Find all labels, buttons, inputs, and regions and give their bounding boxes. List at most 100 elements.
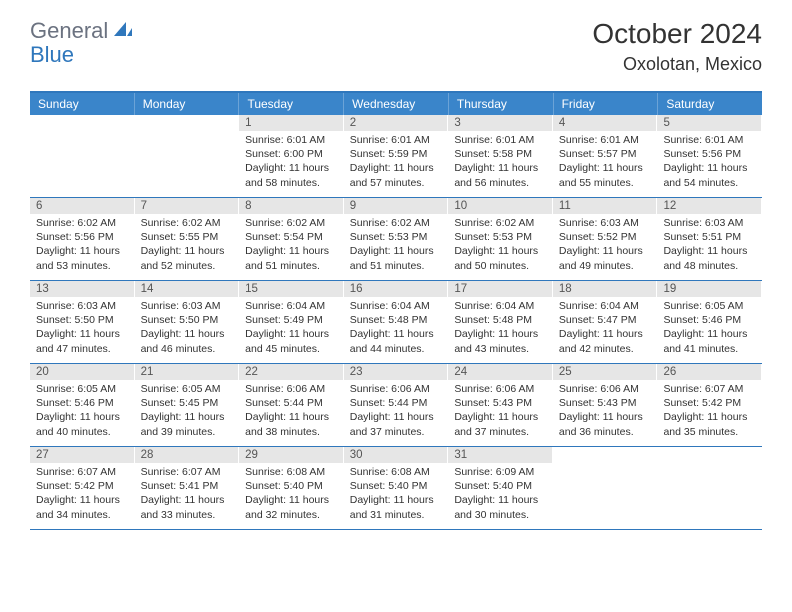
day-body: Sunrise: 6:08 AMSunset: 5:40 PMDaylight:… <box>239 463 343 524</box>
daylight-text: Daylight: 11 hours and 32 minutes. <box>245 493 337 521</box>
weekday-sat: Saturday <box>658 93 762 115</box>
day-number: 11 <box>553 198 657 214</box>
day-cell: 29Sunrise: 6:08 AMSunset: 5:40 PMDayligh… <box>239 447 344 529</box>
location-label: Oxolotan, Mexico <box>592 54 762 75</box>
weekday-wed: Wednesday <box>344 93 449 115</box>
daylight-text: Daylight: 11 hours and 52 minutes. <box>141 244 233 272</box>
day-body: Sunrise: 6:01 AMSunset: 6:00 PMDaylight:… <box>239 131 343 192</box>
daylight-text: Daylight: 11 hours and 37 minutes. <box>350 410 442 438</box>
day-number: 18 <box>553 281 657 297</box>
day-cell: 20Sunrise: 6:05 AMSunset: 5:46 PMDayligh… <box>30 364 135 446</box>
daylight-text: Daylight: 11 hours and 47 minutes. <box>36 327 128 355</box>
sunset-text: Sunset: 5:41 PM <box>141 479 233 493</box>
day-cell: 6Sunrise: 6:02 AMSunset: 5:56 PMDaylight… <box>30 198 135 280</box>
day-number: 1 <box>239 115 343 131</box>
sunset-text: Sunset: 5:44 PM <box>350 396 442 410</box>
day-number: 13 <box>30 281 134 297</box>
day-cell: 9Sunrise: 6:02 AMSunset: 5:53 PMDaylight… <box>344 198 449 280</box>
daylight-text: Daylight: 11 hours and 53 minutes. <box>36 244 128 272</box>
sunset-text: Sunset: 5:40 PM <box>245 479 337 493</box>
day-cell: 27Sunrise: 6:07 AMSunset: 5:42 PMDayligh… <box>30 447 135 529</box>
day-number: 28 <box>135 447 239 463</box>
week-row: 1Sunrise: 6:01 AMSunset: 6:00 PMDaylight… <box>30 115 762 198</box>
week-row: 13Sunrise: 6:03 AMSunset: 5:50 PMDayligh… <box>30 281 762 364</box>
day-number: 15 <box>239 281 343 297</box>
sunrise-text: Sunrise: 6:03 AM <box>559 216 651 230</box>
day-number: 24 <box>448 364 552 380</box>
day-body: Sunrise: 6:06 AMSunset: 5:44 PMDaylight:… <box>239 380 343 441</box>
day-body: Sunrise: 6:06 AMSunset: 5:44 PMDaylight:… <box>344 380 448 441</box>
day-cell: 19Sunrise: 6:05 AMSunset: 5:46 PMDayligh… <box>657 281 762 363</box>
sunrise-text: Sunrise: 6:04 AM <box>350 299 442 313</box>
sunset-text: Sunset: 5:40 PM <box>350 479 442 493</box>
sunset-text: Sunset: 5:45 PM <box>141 396 233 410</box>
day-number: 17 <box>448 281 552 297</box>
sunrise-text: Sunrise: 6:05 AM <box>36 382 128 396</box>
sunset-text: Sunset: 5:40 PM <box>454 479 546 493</box>
daylight-text: Daylight: 11 hours and 30 minutes. <box>454 493 546 521</box>
day-number: 4 <box>553 115 657 131</box>
day-cell: 22Sunrise: 6:06 AMSunset: 5:44 PMDayligh… <box>239 364 344 446</box>
sunrise-text: Sunrise: 6:09 AM <box>454 465 546 479</box>
sunset-text: Sunset: 5:53 PM <box>454 230 546 244</box>
sunrise-text: Sunrise: 6:05 AM <box>141 382 233 396</box>
day-cell: 23Sunrise: 6:06 AMSunset: 5:44 PMDayligh… <box>344 364 449 446</box>
week-row: 27Sunrise: 6:07 AMSunset: 5:42 PMDayligh… <box>30 447 762 530</box>
day-number: 10 <box>448 198 552 214</box>
sunrise-text: Sunrise: 6:04 AM <box>245 299 337 313</box>
day-cell: 31Sunrise: 6:09 AMSunset: 5:40 PMDayligh… <box>448 447 553 529</box>
sunrise-text: Sunrise: 6:02 AM <box>454 216 546 230</box>
daylight-text: Daylight: 11 hours and 49 minutes. <box>559 244 651 272</box>
day-body: Sunrise: 6:02 AMSunset: 5:54 PMDaylight:… <box>239 214 343 275</box>
day-number: 7 <box>135 198 239 214</box>
sunset-text: Sunset: 5:57 PM <box>559 147 651 161</box>
sunset-text: Sunset: 5:48 PM <box>350 313 442 327</box>
day-cell: 4Sunrise: 6:01 AMSunset: 5:57 PMDaylight… <box>553 115 658 197</box>
weeks-container: 1Sunrise: 6:01 AMSunset: 6:00 PMDaylight… <box>30 115 762 530</box>
daylight-text: Daylight: 11 hours and 39 minutes. <box>141 410 233 438</box>
sunset-text: Sunset: 5:58 PM <box>454 147 546 161</box>
daylight-text: Daylight: 11 hours and 31 minutes. <box>350 493 442 521</box>
sunrise-text: Sunrise: 6:07 AM <box>141 465 233 479</box>
day-cell <box>30 115 135 197</box>
day-body: Sunrise: 6:06 AMSunset: 5:43 PMDaylight:… <box>448 380 552 441</box>
day-body: Sunrise: 6:04 AMSunset: 5:48 PMDaylight:… <box>448 297 552 358</box>
day-cell: 17Sunrise: 6:04 AMSunset: 5:48 PMDayligh… <box>448 281 553 363</box>
daylight-text: Daylight: 11 hours and 58 minutes. <box>245 161 337 189</box>
sunset-text: Sunset: 5:51 PM <box>663 230 755 244</box>
daylight-text: Daylight: 11 hours and 40 minutes. <box>36 410 128 438</box>
day-cell: 26Sunrise: 6:07 AMSunset: 5:42 PMDayligh… <box>657 364 762 446</box>
day-number: 3 <box>448 115 552 131</box>
day-cell: 8Sunrise: 6:02 AMSunset: 5:54 PMDaylight… <box>239 198 344 280</box>
sunset-text: Sunset: 5:49 PM <box>245 313 337 327</box>
day-cell: 16Sunrise: 6:04 AMSunset: 5:48 PMDayligh… <box>344 281 449 363</box>
daylight-text: Daylight: 11 hours and 44 minutes. <box>350 327 442 355</box>
day-body: Sunrise: 6:04 AMSunset: 5:48 PMDaylight:… <box>344 297 448 358</box>
day-body: Sunrise: 6:01 AMSunset: 5:57 PMDaylight:… <box>553 131 657 192</box>
day-number: 25 <box>553 364 657 380</box>
day-number: 5 <box>657 115 761 131</box>
daylight-text: Daylight: 11 hours and 41 minutes. <box>663 327 755 355</box>
day-cell: 2Sunrise: 6:01 AMSunset: 5:59 PMDaylight… <box>344 115 449 197</box>
day-number: 22 <box>239 364 343 380</box>
sunrise-text: Sunrise: 6:07 AM <box>36 465 128 479</box>
day-cell: 21Sunrise: 6:05 AMSunset: 5:45 PMDayligh… <box>135 364 240 446</box>
day-cell: 28Sunrise: 6:07 AMSunset: 5:41 PMDayligh… <box>135 447 240 529</box>
day-cell: 11Sunrise: 6:03 AMSunset: 5:52 PMDayligh… <box>553 198 658 280</box>
day-body: Sunrise: 6:05 AMSunset: 5:46 PMDaylight:… <box>657 297 761 358</box>
day-number: 14 <box>135 281 239 297</box>
day-body: Sunrise: 6:03 AMSunset: 5:51 PMDaylight:… <box>657 214 761 275</box>
day-body: Sunrise: 6:07 AMSunset: 5:42 PMDaylight:… <box>657 380 761 441</box>
daylight-text: Daylight: 11 hours and 42 minutes. <box>559 327 651 355</box>
sunset-text: Sunset: 5:43 PM <box>454 396 546 410</box>
weekday-header-row: Sunday Monday Tuesday Wednesday Thursday… <box>30 93 762 115</box>
day-number: 12 <box>657 198 761 214</box>
sunset-text: Sunset: 5:56 PM <box>36 230 128 244</box>
day-cell: 13Sunrise: 6:03 AMSunset: 5:50 PMDayligh… <box>30 281 135 363</box>
daylight-text: Daylight: 11 hours and 36 minutes. <box>559 410 651 438</box>
sunset-text: Sunset: 6:00 PM <box>245 147 337 161</box>
day-number: 19 <box>657 281 761 297</box>
day-body: Sunrise: 6:03 AMSunset: 5:50 PMDaylight:… <box>30 297 134 358</box>
daylight-text: Daylight: 11 hours and 55 minutes. <box>559 161 651 189</box>
day-body: Sunrise: 6:05 AMSunset: 5:45 PMDaylight:… <box>135 380 239 441</box>
